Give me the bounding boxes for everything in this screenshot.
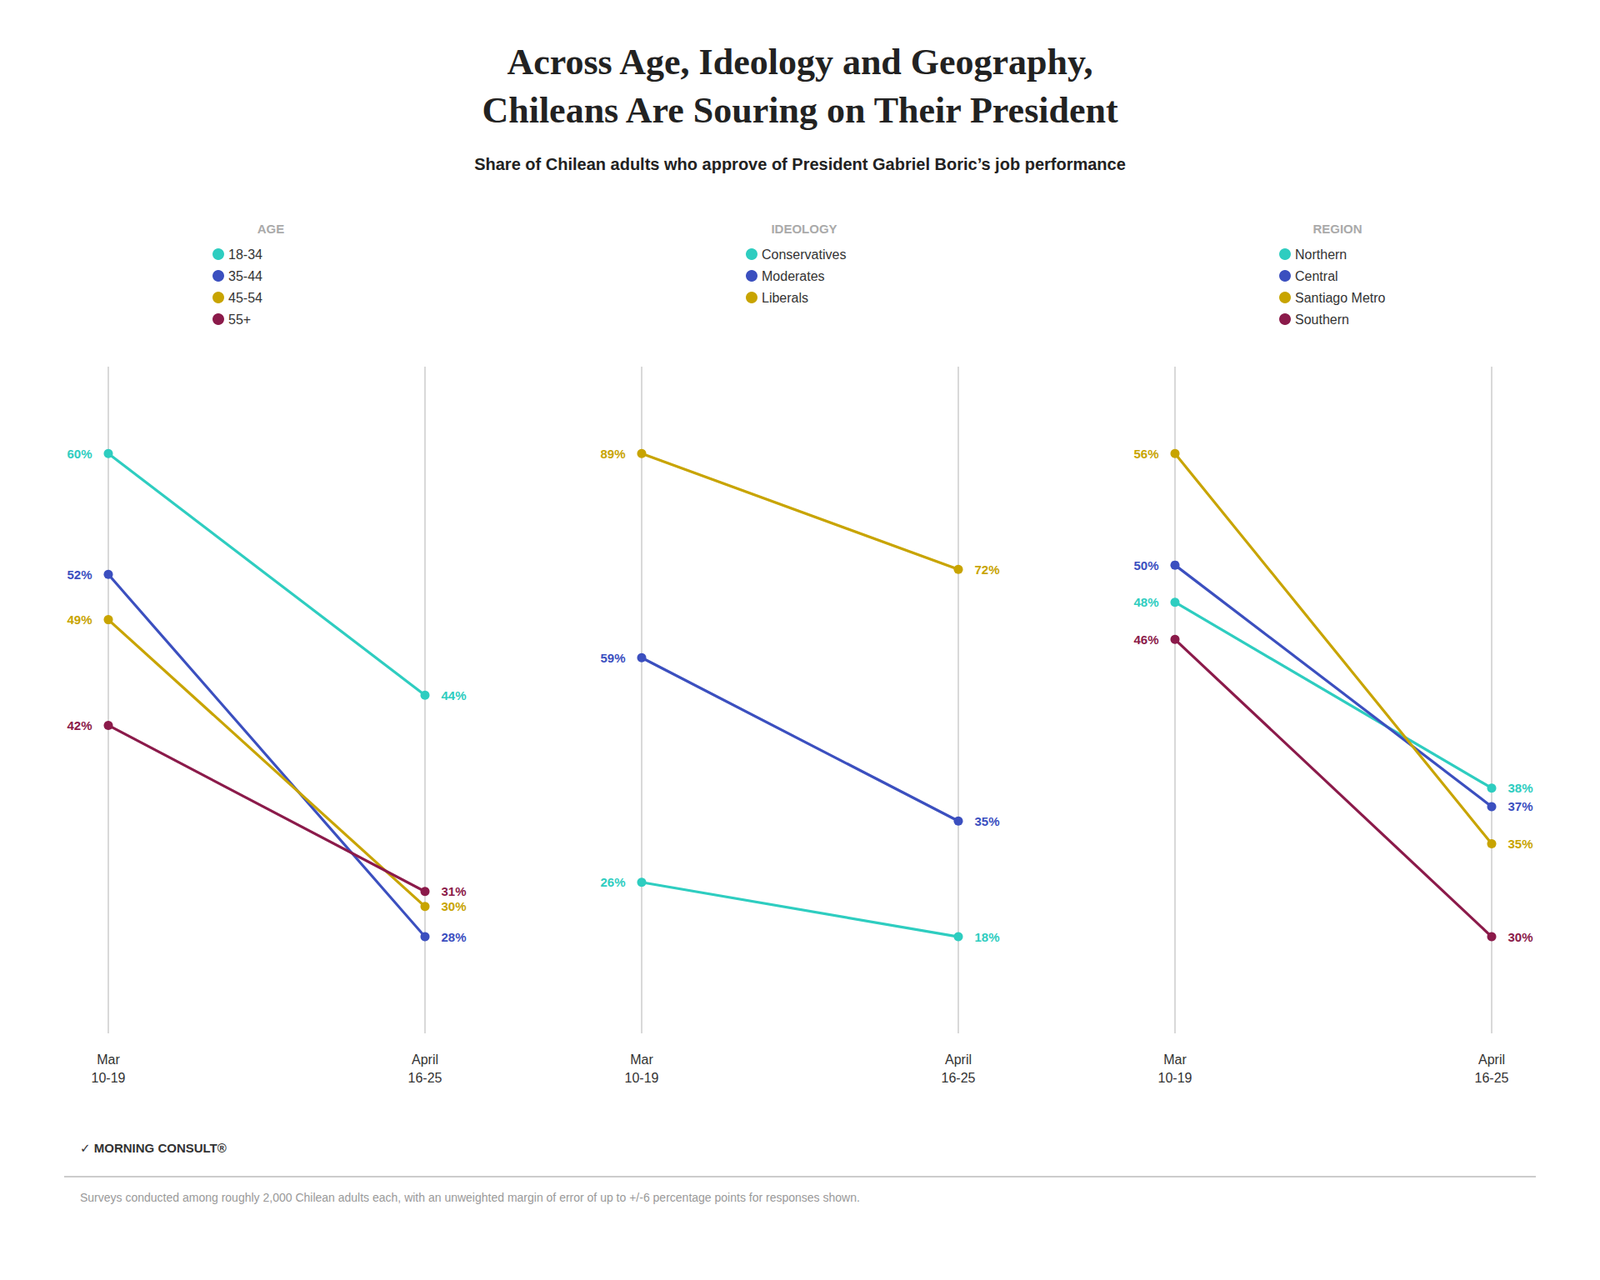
svg-text:31%: 31% xyxy=(441,884,467,899)
svg-text:Mar: Mar xyxy=(1163,1052,1187,1067)
svg-text:Surveys conducted among roughl: Surveys conducted among roughly 2,000 Ch… xyxy=(80,1190,860,1205)
svg-text:16-25: 16-25 xyxy=(408,1070,443,1085)
svg-text:89%: 89% xyxy=(600,446,625,461)
svg-text:Moderates: Moderates xyxy=(761,269,825,284)
svg-text:Southern: Southern xyxy=(1295,312,1350,327)
svg-text:35%: 35% xyxy=(975,814,1000,829)
svg-text:59%: 59% xyxy=(600,650,625,665)
svg-text:56%: 56% xyxy=(1133,446,1159,461)
svg-text:46%: 46% xyxy=(1133,632,1159,647)
svg-text:30%: 30% xyxy=(1508,930,1534,945)
svg-text:Mar: Mar xyxy=(96,1052,120,1067)
svg-text:60%: 60% xyxy=(66,446,92,461)
svg-text:April: April xyxy=(945,1052,972,1067)
svg-text:35%: 35% xyxy=(1508,836,1534,851)
svg-text:Across Age, Ideology and Geogr: Across Age, Ideology and Geography, xyxy=(506,41,1093,83)
svg-text:48%: 48% xyxy=(1133,595,1159,610)
svg-text:Chileans Are Souring on Their: Chileans Are Souring on Their President xyxy=(481,90,1119,131)
svg-text:42%: 42% xyxy=(66,718,92,733)
svg-text:44%: 44% xyxy=(441,688,467,703)
svg-text:Share of Chilean adults who ap: Share of Chilean adults who approve of P… xyxy=(474,155,1126,174)
svg-text:28%: 28% xyxy=(441,930,467,945)
svg-text:26%: 26% xyxy=(600,875,625,890)
svg-text:Central: Central xyxy=(1295,269,1339,284)
svg-text:38%: 38% xyxy=(1508,780,1534,795)
svg-text:50%: 50% xyxy=(1133,558,1159,573)
svg-text:10-19: 10-19 xyxy=(1158,1070,1193,1085)
svg-text:Liberals: Liberals xyxy=(761,290,809,305)
svg-text:Santiago Metro: Santiago Metro xyxy=(1295,290,1386,305)
svg-text:REGION: REGION xyxy=(1312,221,1362,236)
svg-text:10-19: 10-19 xyxy=(91,1070,126,1085)
svg-text:45-54: 45-54 xyxy=(228,290,263,305)
svg-text:16-25: 16-25 xyxy=(1475,1070,1510,1085)
svg-text:April: April xyxy=(411,1052,439,1067)
svg-text:April: April xyxy=(1478,1052,1505,1067)
svg-text:18%: 18% xyxy=(975,930,1000,945)
svg-text:AGE: AGE xyxy=(257,221,285,236)
svg-text:37%: 37% xyxy=(1508,799,1534,814)
svg-text:16-25: 16-25 xyxy=(941,1070,976,1085)
svg-text:55+: 55+ xyxy=(228,312,251,327)
svg-text:IDEOLOGY: IDEOLOGY xyxy=(770,221,837,236)
svg-text:49%: 49% xyxy=(66,612,92,627)
svg-text:35-44: 35-44 xyxy=(228,269,263,284)
svg-text:Mar: Mar xyxy=(630,1052,654,1067)
svg-text:Conservatives: Conservatives xyxy=(761,247,846,262)
svg-text:✓ MORNING CONSULT®: ✓ MORNING CONSULT® xyxy=(80,1140,227,1155)
svg-text:18-34: 18-34 xyxy=(228,247,263,262)
svg-text:72%: 72% xyxy=(975,562,1000,577)
svg-text:10-19: 10-19 xyxy=(625,1070,660,1085)
svg-text:30%: 30% xyxy=(441,899,467,914)
svg-text:Northern: Northern xyxy=(1295,247,1347,262)
svg-text:52%: 52% xyxy=(66,567,92,582)
